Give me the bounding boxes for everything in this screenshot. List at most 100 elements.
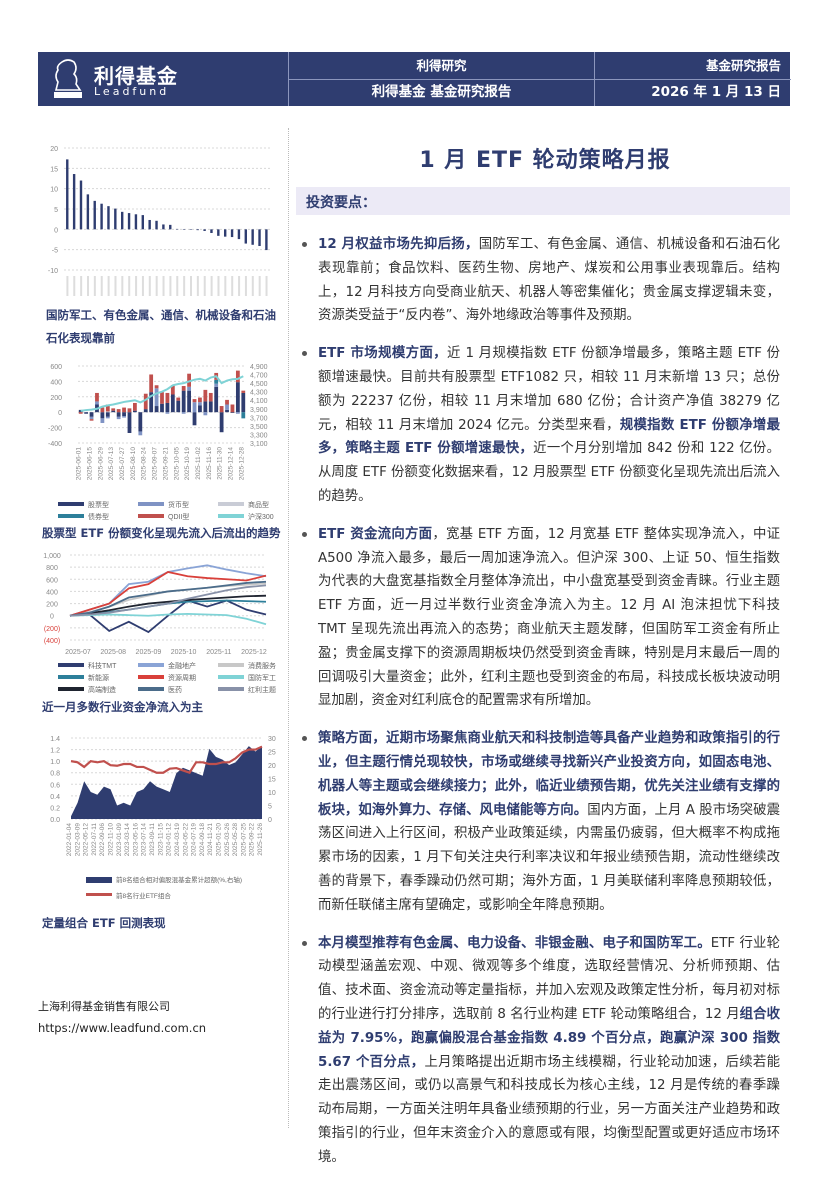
y-tick-label: 10 xyxy=(50,187,58,194)
category-label-placeholder xyxy=(66,276,69,296)
bar-segment xyxy=(89,416,94,420)
y-tick-label: 600 xyxy=(50,364,62,371)
bar xyxy=(258,229,261,247)
category-label-placeholder xyxy=(80,276,83,296)
key-points-list: 12 月权益市场先抑后扬，国防军工、有色金属、通信、机械设备和石油石化表现靠前；… xyxy=(302,233,780,1183)
x-tick-label: 2025-11-30 xyxy=(217,447,224,480)
legend-label: 资源周期 xyxy=(168,673,196,682)
y-tick-label: 5 xyxy=(54,207,58,214)
x-tick-label: 2025-05-28 xyxy=(232,823,239,857)
category-label-placeholder xyxy=(155,276,158,296)
highlight-text: 本月模型推荐有色金属、电力设备、非银金融、电子和国防军工。 xyxy=(318,935,711,951)
x-tick-label: 2025-11-26 xyxy=(257,823,264,856)
category-label-placeholder xyxy=(87,276,90,296)
bar-segment xyxy=(116,409,121,413)
bar xyxy=(107,206,110,230)
logo-subtext: Leadfund xyxy=(94,85,170,98)
legend-swatch xyxy=(58,675,84,679)
legend-label: 沪深300 xyxy=(248,512,274,521)
chart-caption-4: 定量组合 ETF 回测表现 xyxy=(42,916,166,930)
bar-segment xyxy=(187,373,191,387)
x-tick-label: 2025-07-25 xyxy=(240,823,247,857)
bar-segment xyxy=(105,416,110,419)
category-label-placeholder xyxy=(100,276,103,296)
bar-segment xyxy=(176,397,181,401)
bar-segment xyxy=(225,409,229,413)
bar-segment xyxy=(170,385,175,395)
legend-label: 科技TMT xyxy=(88,661,117,670)
category-label-placeholder xyxy=(217,276,220,296)
x-tick-label: 2025-08 xyxy=(100,649,126,656)
y-tick-label: 4,300 xyxy=(250,390,268,397)
bullet-icon xyxy=(302,242,307,247)
bar-segment xyxy=(111,408,116,411)
category-label-placeholder xyxy=(93,276,96,296)
bar-segment xyxy=(95,392,99,402)
y-tick-label: 800 xyxy=(46,565,58,572)
chart-caption-3: 近一月多数行业资金净流入为主 xyxy=(42,700,203,714)
x-tick-label: 2022-09-06 xyxy=(99,823,106,857)
y-tick-label: 0 xyxy=(268,817,272,824)
y-tick-label: 0.8 xyxy=(50,771,60,778)
series-line xyxy=(69,599,267,634)
category-label-placeholder xyxy=(121,276,124,296)
bar xyxy=(169,224,172,230)
bullet-icon xyxy=(302,351,307,357)
bar-segment xyxy=(89,412,94,417)
y-tick-label: 0.0 xyxy=(50,817,60,824)
x-tick-label: 2025-08-10 xyxy=(130,447,137,481)
key-point-text: 策略方面，近期市场聚焦商业航天和科技制造等具备产业趋势和政策指引的行业，但主题行… xyxy=(318,727,780,917)
bar-segment xyxy=(95,401,99,405)
y-tick-label: -10 xyxy=(48,268,58,275)
x-tick-label: 2025-09-21 xyxy=(162,447,169,481)
x-tick-label: 2023-01-09 xyxy=(116,823,123,857)
x-tick-label: 2022-03-09 xyxy=(74,823,81,857)
bar-segment xyxy=(154,388,159,407)
category-label-placeholder xyxy=(251,276,254,296)
bar-segment xyxy=(154,406,159,413)
y-tick-label: -200 xyxy=(48,426,62,433)
bar-segment xyxy=(235,412,240,414)
x-tick-label: 2025-11-16 xyxy=(206,447,213,480)
y-tick-label: 400 xyxy=(46,589,58,596)
category-label-placeholder xyxy=(169,276,172,296)
body-text: ETF 行业轮动模型涵盖宏观、中观、微观等多个维度，选取经营情况、分析师预期、估… xyxy=(318,935,780,1022)
x-tick-label: 2025-10-19 xyxy=(184,447,191,481)
x-tick-label: 2025-09 xyxy=(136,649,162,656)
bar-segment xyxy=(192,399,197,403)
bar-segment xyxy=(122,412,126,417)
bar-segment xyxy=(100,407,105,413)
y-tick-label: 1,000 xyxy=(43,553,61,560)
legend-swatch xyxy=(218,514,244,518)
legend-label: QDII型 xyxy=(168,512,189,521)
x-tick-label: 2024-03-19 xyxy=(174,823,181,857)
bar-segment xyxy=(105,404,110,412)
category-label-placeholder xyxy=(238,276,241,296)
header-report-type: 基金研究报告 xyxy=(595,52,791,80)
bar-segment xyxy=(138,431,143,436)
y-tick-label: 3,900 xyxy=(250,407,268,414)
key-point: ETF 市场规模方面，近 1 月规模指数 ETF 份额净增最多，策略主题 ETF… xyxy=(302,342,780,509)
x-tick-label: 2025-07 xyxy=(65,649,91,656)
bar xyxy=(230,229,234,238)
legend-swatch xyxy=(138,675,164,679)
bar xyxy=(203,229,206,231)
excess-return-area xyxy=(71,746,262,819)
legend-swatch xyxy=(58,502,84,506)
lion-logo-icon xyxy=(54,59,82,98)
bar-segment xyxy=(138,412,143,432)
footer-url[interactable]: https://www.leadfund.com.cn xyxy=(38,1021,207,1035)
legend-swatch xyxy=(218,663,244,667)
bar-segment xyxy=(187,386,191,391)
legend-label: 红利主题 xyxy=(248,685,276,694)
y-tick-label: 20 xyxy=(50,146,58,153)
chart-caption-2: 股票型 ETF 份额变化呈现先流入后流出的趋势 xyxy=(42,526,281,540)
y-tick-label: 200 xyxy=(46,602,58,609)
x-tick-label: 2025-06-15 xyxy=(87,447,94,481)
y-tick-label: 3,100 xyxy=(250,441,268,448)
bar-segment xyxy=(149,374,154,393)
x-tick-label: 2025-12-28 xyxy=(238,447,245,481)
y-tick-label: 1.0 xyxy=(50,759,60,766)
bar-segment xyxy=(225,399,229,405)
